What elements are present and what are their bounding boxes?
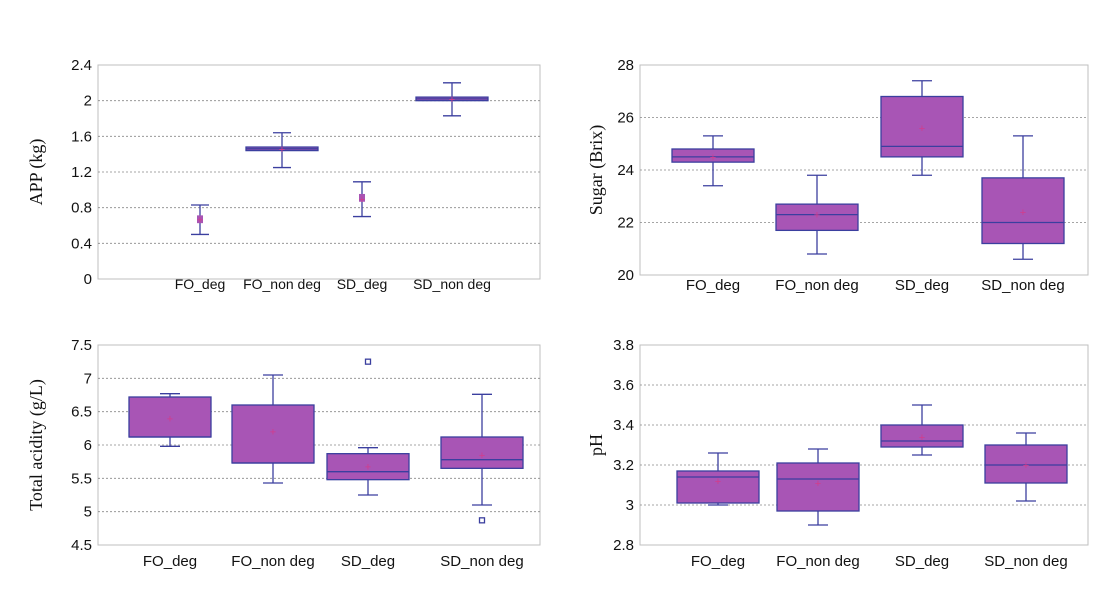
- mean-marker: +: [365, 461, 371, 473]
- y-axis-label: Total acidity (g/L): [26, 379, 47, 511]
- outlier-point: [478, 517, 486, 524]
- iqr-box: [775, 203, 859, 232]
- y-tick-label: 7: [84, 370, 92, 387]
- y-tick-label: 28: [617, 57, 634, 74]
- box-sd-non-deg: +: [440, 393, 524, 506]
- y-tick-label: 3.4: [613, 417, 634, 434]
- box-fo-non-deg: +: [245, 132, 319, 169]
- chart-panel-1: 0 0.4 0.8 1.2 1.6 2 2.4 APP (kg) FO_deg FO_non de…: [26, 57, 541, 292]
- iqr-box: [984, 444, 1068, 484]
- y-tick-label: 1.6: [71, 128, 92, 145]
- y-tick-label: 24: [617, 162, 634, 179]
- mean-marker: +: [479, 450, 485, 462]
- plot-frame: [639, 344, 1089, 546]
- box-sd-deg: +: [880, 80, 964, 176]
- box-sd-non-deg: +: [415, 82, 489, 117]
- iqr-box: [776, 462, 860, 512]
- y-tick-label: 2: [84, 93, 92, 110]
- y-tick-label: 4.5: [71, 537, 92, 554]
- y-tick-label: 3.6: [613, 377, 634, 394]
- iqr-box: [440, 436, 524, 469]
- box-fo-deg: +: [191, 204, 209, 236]
- mean-marker: +: [715, 476, 721, 488]
- iqr-box: [128, 396, 212, 438]
- iqr-box: [231, 404, 315, 464]
- x-tick-label: SD_deg: [895, 277, 949, 294]
- y-tick-label: 2.8: [613, 537, 634, 554]
- x-tick-label: FO_non deg: [231, 553, 314, 570]
- box-sd-deg: +: [353, 181, 371, 218]
- y-tick-label: 3.2: [613, 457, 634, 474]
- mean-marker: +: [279, 144, 285, 156]
- x-tick-label: SD_non deg: [440, 553, 523, 570]
- box-fo-non-deg: +: [776, 448, 860, 526]
- box-fo-deg: +: [128, 393, 212, 447]
- y-tick-label: 3.8: [613, 337, 634, 354]
- mean-marker: +: [449, 94, 455, 106]
- box-fo-deg: +: [671, 135, 755, 187]
- y-tick-label: 3: [626, 497, 634, 514]
- box-fo-deg: +: [676, 452, 760, 506]
- mean-marker: +: [270, 427, 276, 439]
- mean-marker: +: [1020, 207, 1026, 219]
- chart-panel-2: 20 22 24 26 28 Sugar (Brix) FO_deg FO_non deg SD…: [586, 57, 1089, 294]
- x-tick-label: FO_deg: [691, 553, 745, 570]
- y-tick-label: 7.5: [71, 337, 92, 354]
- y-axis-label: APP (kg): [26, 139, 47, 206]
- y-tick-label: 0.4: [71, 235, 92, 252]
- outlier-point: [364, 358, 372, 365]
- iqr-box: [676, 470, 760, 504]
- x-tick-label: FO_deg: [175, 276, 226, 292]
- iqr-box: [197, 215, 203, 224]
- mean-marker: +: [197, 214, 203, 226]
- box-sd-deg: +: [326, 447, 410, 496]
- x-tick-label: FO_deg: [143, 553, 197, 570]
- mean-marker: +: [167, 413, 173, 425]
- x-tick-label: SD_non deg: [413, 276, 491, 292]
- x-tick-label: SD_non deg: [984, 553, 1067, 570]
- y-tick-label: 2.4: [71, 57, 92, 74]
- y-axis-label: pH: [586, 434, 606, 456]
- x-tick-label: FO_deg: [686, 277, 740, 294]
- box-sd-non-deg: +: [981, 135, 1065, 260]
- box-sd-non-deg: +: [984, 432, 1068, 502]
- x-tick-label: SD_deg: [895, 553, 949, 570]
- y-tick-label: 26: [617, 110, 634, 127]
- box-fo-non-deg: +: [775, 174, 859, 255]
- y-tick-label: 22: [617, 215, 634, 232]
- y-tick-label: 20: [617, 267, 634, 284]
- y-tick-label: 1.2: [71, 164, 92, 181]
- chart-panel-4: 2.8 3 3.2 3.4 3.6 3.8 pH FO_deg FO_non deg SD_deg…: [586, 337, 1089, 570]
- y-tick-label: 6: [84, 437, 92, 454]
- mean-marker: +: [1023, 460, 1029, 472]
- y-tick-label: 5: [84, 504, 92, 521]
- box-sd-deg: +: [880, 404, 964, 456]
- x-tick-label: FO_non deg: [775, 277, 858, 294]
- x-tick-label: FO_non deg: [776, 553, 859, 570]
- y-tick-label: 5.5: [71, 470, 92, 487]
- x-tick-label: SD_non deg: [981, 277, 1064, 294]
- mean-marker: +: [815, 478, 821, 490]
- mean-marker: +: [710, 152, 716, 164]
- y-tick-label: 6.5: [71, 404, 92, 421]
- mean-marker: +: [814, 210, 820, 222]
- mean-marker: +: [919, 432, 925, 444]
- mean-marker: +: [919, 123, 925, 135]
- y-tick-label: 0: [84, 271, 92, 288]
- chart-panel-3: 4.5 5 5.5 6 6.5 7 7.5 Total acidity (g/L) FO_deg…: [26, 337, 541, 570]
- x-tick-label: SD_deg: [341, 553, 395, 570]
- x-tick-label: SD_deg: [337, 276, 388, 292]
- x-tick-label: FO_non deg: [243, 276, 321, 292]
- iqr-box: [359, 193, 365, 202]
- y-axis-label: Sugar (Brix): [586, 125, 607, 215]
- box-fo-non-deg: +: [231, 374, 315, 484]
- iqr-box: [326, 453, 410, 481]
- iqr-box: [981, 177, 1065, 245]
- mean-marker: +: [359, 194, 365, 206]
- iqr-box: [671, 148, 755, 163]
- y-tick-label: 0.8: [71, 200, 92, 217]
